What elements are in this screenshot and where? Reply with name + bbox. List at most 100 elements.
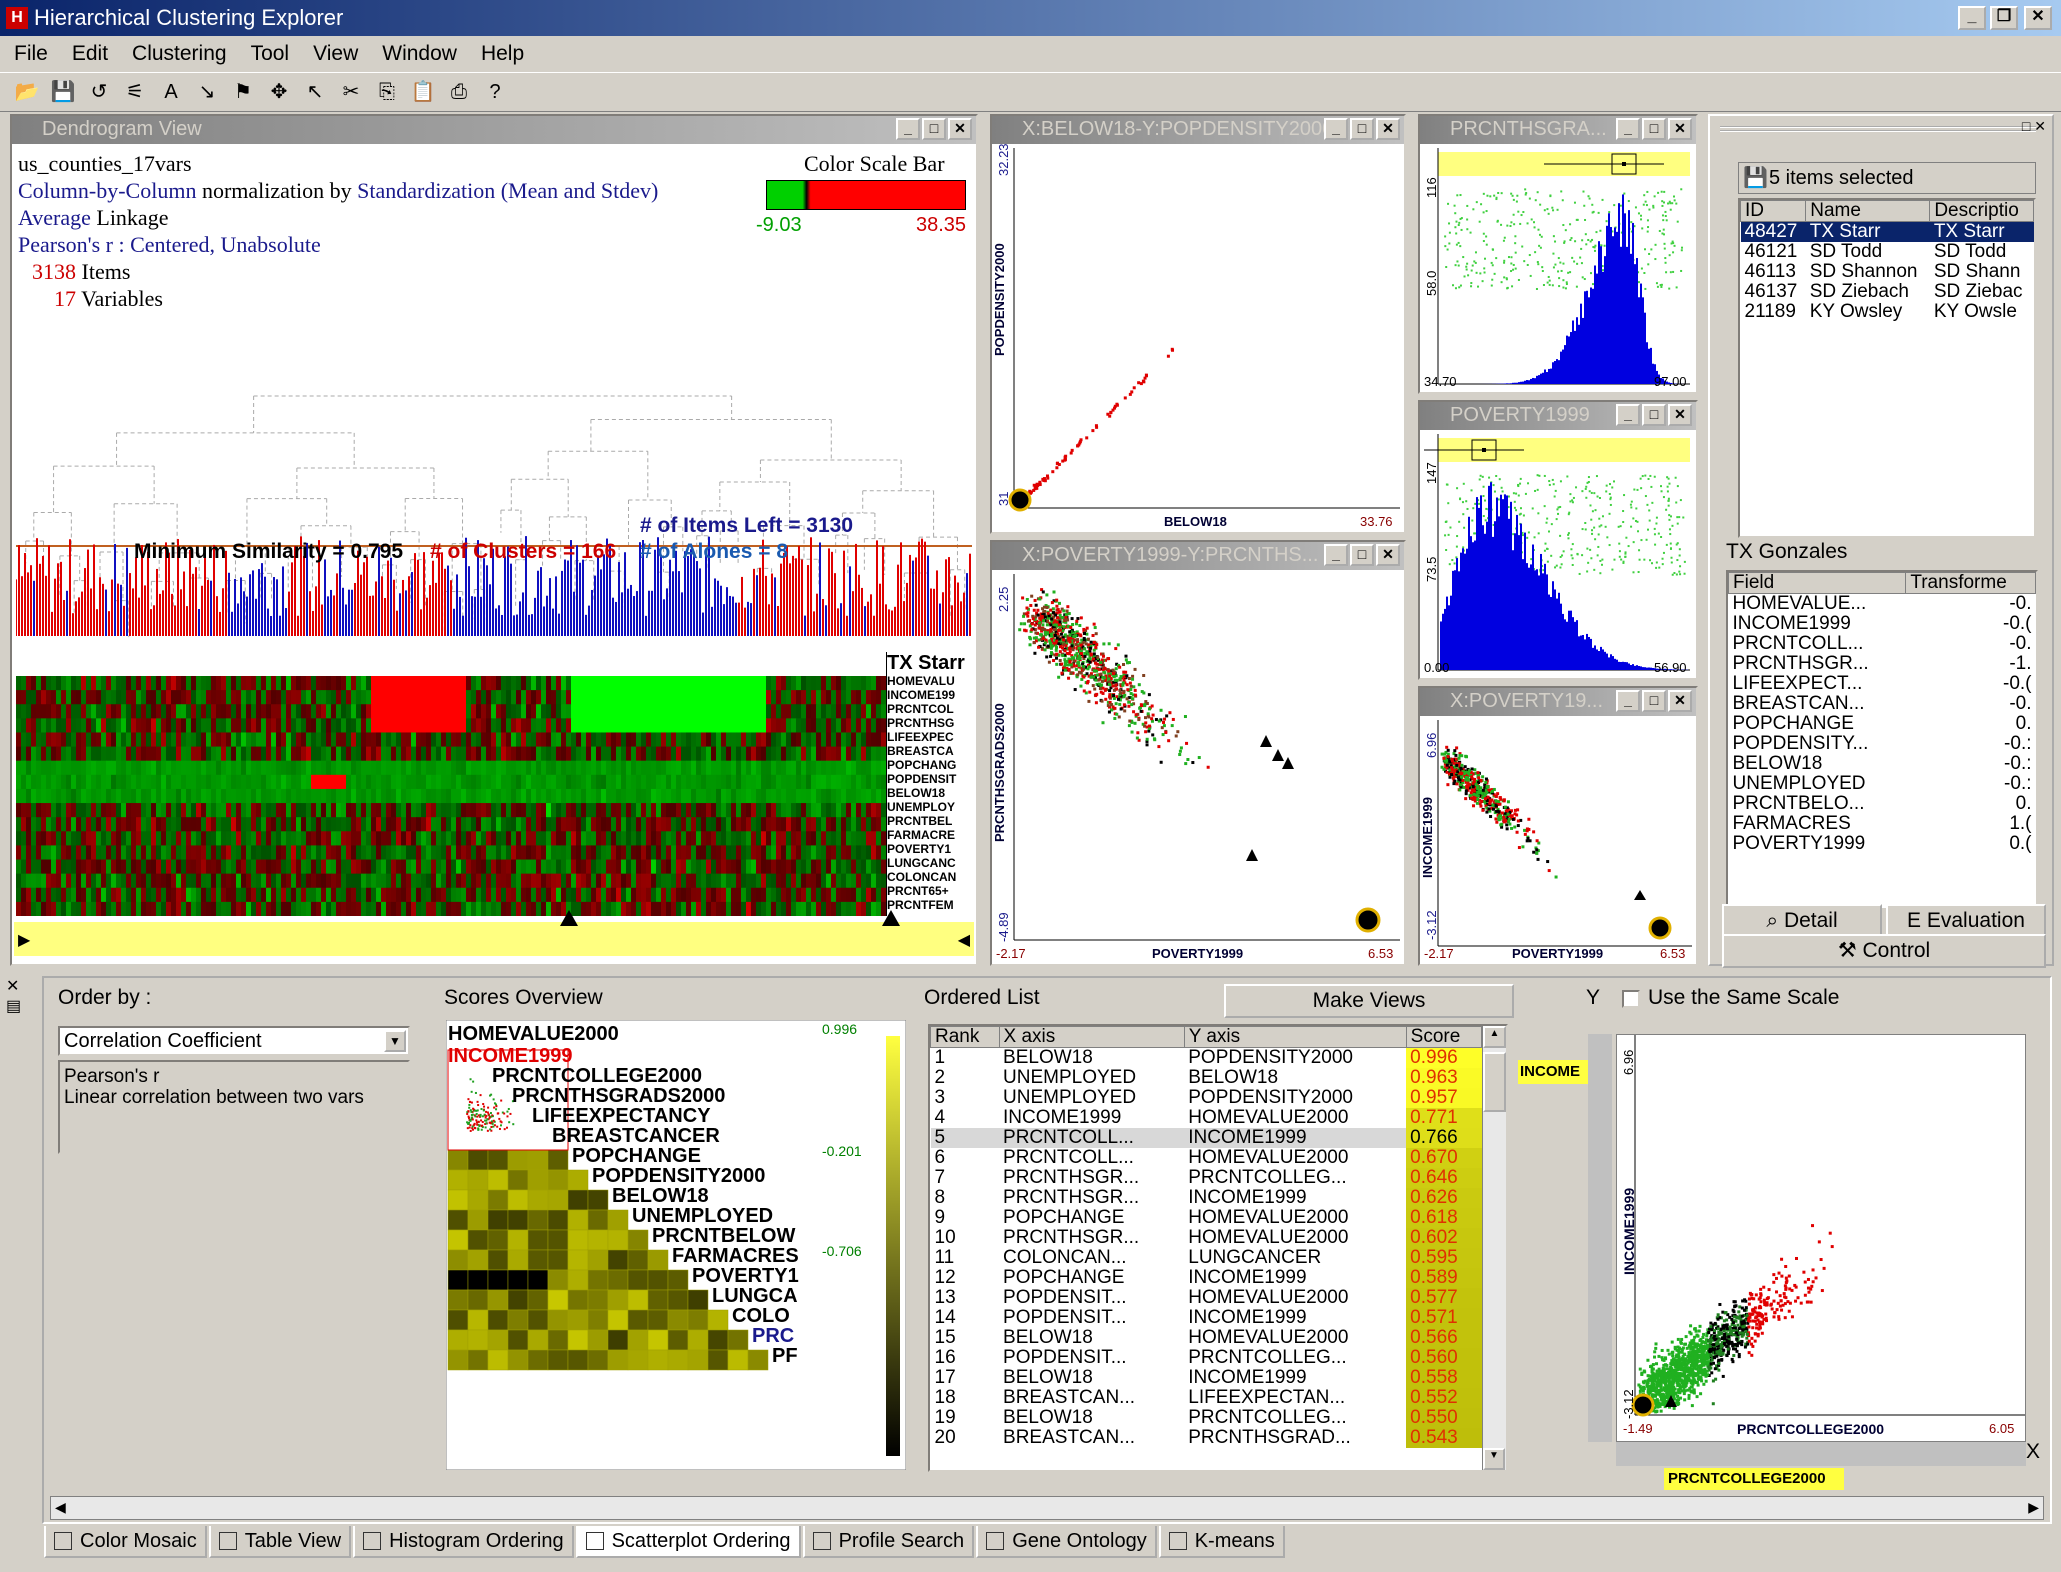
- table-row[interactable]: BELOW18 -0.:: [1729, 754, 2036, 774]
- table-row[interactable]: 11 COLONCAN... LUNGCANCER 0.595: [931, 1248, 1482, 1268]
- list-scrollbar[interactable]: ▲ ▼: [1482, 1026, 1506, 1470]
- scatter1-plot[interactable]: [996, 148, 1400, 528]
- tab-profile-search[interactable]: Profile Search: [802, 1526, 975, 1558]
- table-row[interactable]: 16 POPDENSIT... PRCNTCOLLEG... 0.560: [931, 1348, 1482, 1368]
- table-row[interactable]: 20 BREASTCAN... PRCNTHSGRAD... 0.543: [931, 1428, 1482, 1448]
- table-row[interactable]: PRCNTCOLL... -0.: [1729, 634, 2036, 654]
- column-header[interactable]: Name: [1805, 200, 1931, 222]
- y-axis-slider[interactable]: [1588, 1034, 1612, 1442]
- table-row[interactable]: 19 BELOW18 PRCNTCOLLEG... 0.550: [931, 1408, 1482, 1428]
- column-header[interactable]: ID: [1740, 200, 1807, 222]
- table-row[interactable]: POPDENSITY... -0.:: [1729, 734, 2036, 754]
- refresh-icon[interactable]: ↺: [90, 81, 108, 103]
- table-row[interactable]: 46121 SD Todd SD Todd: [1741, 242, 2034, 262]
- table-row[interactable]: HOMEVALUE... -0.: [1729, 594, 2036, 615]
- table-row[interactable]: 1 BELOW18 POPDENSITY2000 0.996: [931, 1047, 1482, 1068]
- scroll-down-icon[interactable]: ▼: [1483, 1448, 1505, 1470]
- panel-minimize-button[interactable]: _: [1324, 544, 1348, 566]
- panel-maximize-button[interactable]: □: [922, 118, 946, 140]
- table-row[interactable]: 9 POPCHANGE HOMEVALUE2000 0.618: [931, 1208, 1482, 1228]
- table-row[interactable]: FARMACRES 1.(: [1729, 814, 2036, 834]
- table-row[interactable]: PRCNTBELO... 0.: [1729, 794, 2036, 814]
- scroll-right-arrow-icon[interactable]: ▶: [18, 932, 31, 949]
- hist1-plot[interactable]: [1424, 148, 1692, 388]
- pointer-icon[interactable]: ↖: [306, 81, 324, 103]
- cut-icon[interactable]: ✂: [342, 81, 360, 103]
- table-row[interactable]: 18 BREASTCAN... LIFEEXPECTAN... 0.552: [931, 1388, 1482, 1408]
- column-header[interactable]: Rank: [930, 1026, 1000, 1048]
- print-icon[interactable]: ⎙: [451, 81, 467, 103]
- tab-control[interactable]: ⚒ Control: [1722, 934, 2046, 968]
- table-row[interactable]: 46113 SD Shannon SD Shann: [1741, 262, 2034, 282]
- save-icon[interactable]: 💾: [50, 81, 76, 103]
- table-row[interactable]: 4 INCOME1999 HOMEVALUE2000 0.771: [931, 1108, 1482, 1128]
- table-row[interactable]: 7 PRCNTHSGR... PRCNTCOLLEG... 0.646: [931, 1168, 1482, 1188]
- make-views-button[interactable]: Make Views: [1224, 984, 1514, 1018]
- scatter2-title-bar[interactable]: X:POVERTY1999-Y:PRCNTHS... _ □ ✕: [992, 542, 1404, 570]
- menu-clustering[interactable]: Clustering: [132, 42, 227, 65]
- ordered-list-table[interactable]: Rank X axis Y axis Score 1 BELOW18 POPDENSITY2…: [928, 1024, 1508, 1472]
- criterion-dropdown[interactable]: Correlation Coefficient ▼: [58, 1026, 410, 1056]
- table-row[interactable]: 48427 TX Starr TX Starr: [1740, 221, 2034, 242]
- table-row[interactable]: 14 POPDENSIT... INCOME1999 0.571: [931, 1308, 1482, 1328]
- table-row[interactable]: 21189 KY Owsley KY Owsle: [1741, 302, 2034, 322]
- table-row[interactable]: INCOME1999 -0.(: [1729, 614, 2036, 634]
- panel-close-button[interactable]: ✕: [1668, 690, 1692, 712]
- menu-window[interactable]: Window: [382, 42, 457, 65]
- scroll-left-arrow-icon[interactable]: ◀: [957, 932, 970, 949]
- arrow-red-icon[interactable]: ↘: [198, 81, 216, 103]
- color-scale-bar[interactable]: [766, 180, 966, 210]
- hist2-plot[interactable]: [1424, 434, 1692, 674]
- same-scale-checkbox[interactable]: [1622, 990, 1640, 1008]
- menu-file[interactable]: File: [14, 42, 48, 65]
- gear-icon[interactable]: ✥: [270, 81, 288, 103]
- column-header[interactable]: Score: [1405, 1026, 1483, 1048]
- panel-maximize-button[interactable]: □: [1350, 544, 1374, 566]
- table-row[interactable]: 15 BELOW18 HOMEVALUE2000 0.566: [931, 1328, 1482, 1348]
- tab-gene-ontology[interactable]: Gene Ontology: [976, 1526, 1157, 1558]
- scatter1-title-bar[interactable]: X:BELOW18-Y:POPDENSITY2000 _ □ ✕: [992, 116, 1404, 144]
- dendrogram-tree[interactable]: [16, 346, 972, 796]
- minimize-button[interactable]: _: [1958, 6, 1986, 30]
- table-row[interactable]: 10 PRCNTHSGR... HOMEVALUE2000 0.602: [931, 1228, 1482, 1248]
- table-row[interactable]: PRCNTHSGR... -1.: [1729, 654, 2036, 674]
- panel-maximize-button[interactable]: □: [1642, 118, 1666, 140]
- tab-k-means[interactable]: K-means: [1158, 1526, 1285, 1558]
- table-row[interactable]: 13 POPDENSIT... HOMEVALUE2000 0.577: [931, 1288, 1482, 1308]
- selected-items-table[interactable]: ID Name Descriptio 48427 TX Starr TX Starr 461…: [1738, 198, 2036, 538]
- copy-icon[interactable]: ⎘: [379, 81, 395, 103]
- table-row[interactable]: 3 UNEMPLOYED POPDENSITY2000 0.957: [931, 1088, 1482, 1108]
- panel-minimize-button[interactable]: _: [1616, 690, 1640, 712]
- chevron-down-icon[interactable]: ▼: [384, 1030, 406, 1052]
- menu-view[interactable]: View: [313, 42, 359, 65]
- table-row[interactable]: BREASTCAN... -0.: [1729, 694, 2036, 714]
- close-button[interactable]: ✕: [2024, 6, 2052, 30]
- x-axis-select[interactable]: PRCNTCOLLEGE2000: [1664, 1468, 1844, 1490]
- panel-close-button[interactable]: ✕: [1668, 404, 1692, 426]
- scroll-left-icon[interactable]: ◀: [55, 1499, 66, 1515]
- panel-close-button[interactable]: ✕: [1376, 544, 1400, 566]
- menu-help[interactable]: Help: [480, 42, 525, 65]
- label-icon[interactable]: A: [164, 81, 178, 103]
- table-row[interactable]: 17 BELOW18 INCOME1999 0.558: [931, 1368, 1482, 1388]
- panel-grip[interactable]: [1720, 126, 2036, 132]
- scatter2-plot[interactable]: [996, 574, 1400, 960]
- panel-maximize-button[interactable]: □: [1642, 404, 1666, 426]
- dock-controls[interactable]: ✕ ▤: [6, 978, 22, 1015]
- table-row[interactable]: 8 PRCNTHSGR... INCOME1999 0.626: [931, 1188, 1482, 1208]
- panel-maximize-button[interactable]: □: [1350, 118, 1374, 140]
- detail-table[interactable]: Field Transforme HOMEVALUE... -0. INCOME1999…: [1726, 570, 2038, 910]
- cluster-icon[interactable]: ⚟: [126, 81, 144, 103]
- scroll-thumb[interactable]: [1483, 1052, 1506, 1112]
- paste-icon[interactable]: 📋: [410, 81, 436, 103]
- scores-overview-matrix[interactable]: HOMEVALUE2000INCOME1999PRCNTCOLLEGE2000P…: [446, 1020, 906, 1470]
- dendrogram-title-bar[interactable]: Dendrogram View _ □ ✕: [12, 116, 976, 144]
- panel-close-button[interactable]: ✕: [1668, 118, 1692, 140]
- help-icon[interactable]: ?: [489, 81, 501, 103]
- big-scatter-plot[interactable]: [1617, 1035, 2025, 1441]
- tab-detail[interactable]: ⌕ Detail: [1722, 904, 1882, 938]
- tab-table-view[interactable]: Table View: [208, 1526, 352, 1558]
- item-scroll-strip[interactable]: ▶ ◀: [14, 922, 974, 956]
- x-axis-slider[interactable]: [1616, 1442, 2026, 1466]
- tab-color-mosaic[interactable]: Color Mosaic: [44, 1526, 207, 1558]
